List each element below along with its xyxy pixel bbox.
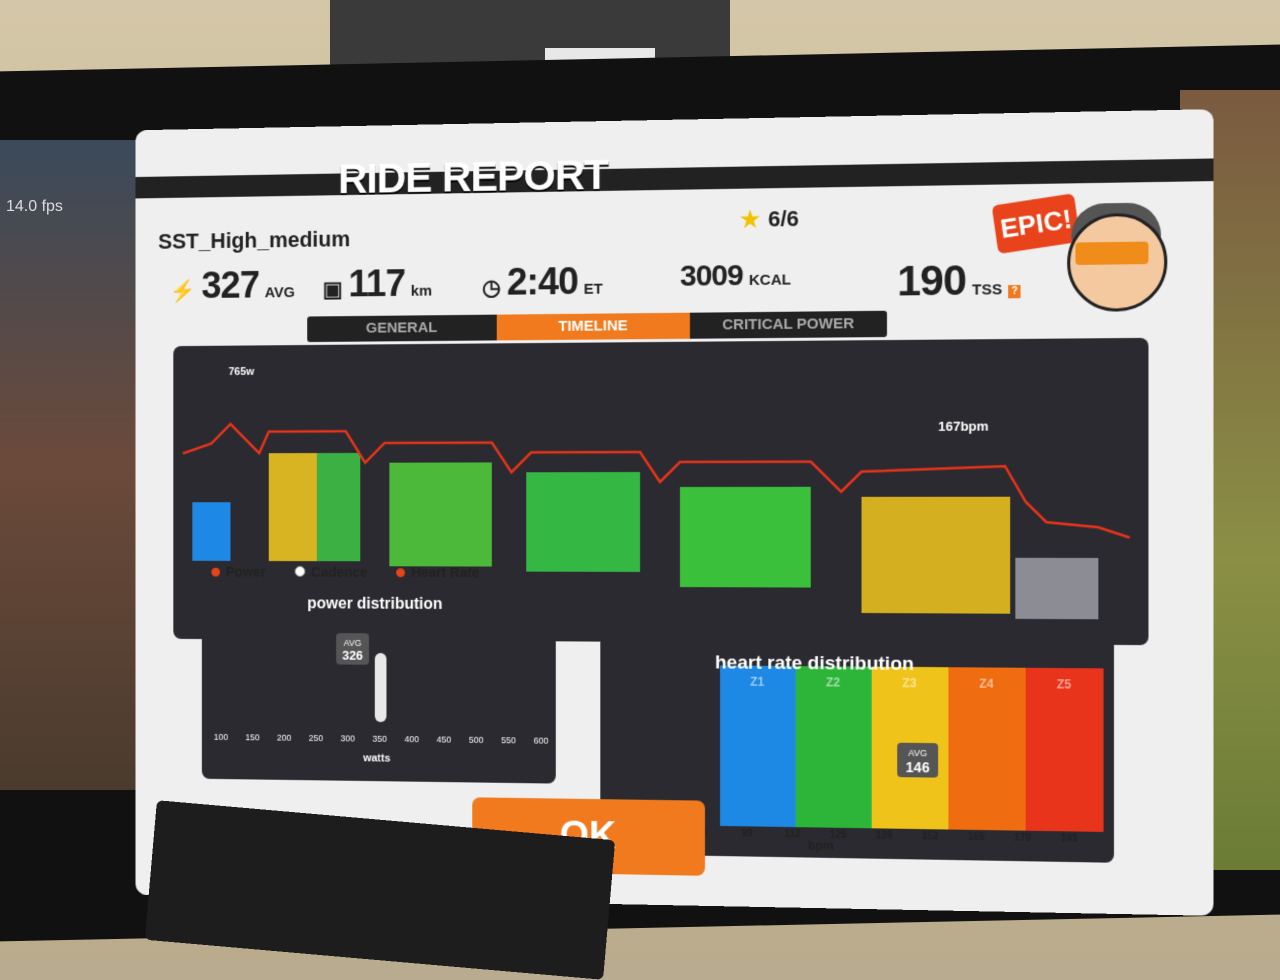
page-title: RIDE REPORT	[135, 147, 820, 206]
hr-zone-z2	[796, 666, 872, 828]
hr-axis-label: bpm	[808, 838, 834, 853]
lightning-icon: ⚡	[170, 279, 196, 305]
stars-count: 6/6	[768, 206, 799, 232]
power-block	[862, 497, 1011, 614]
legend-power[interactable]: Power	[211, 564, 266, 580]
power-block	[526, 472, 640, 572]
star-icon: ★	[740, 206, 760, 231]
peak-power-label: 765w	[229, 366, 255, 378]
power-tick-label: 150	[245, 732, 259, 742]
legend-power-label: Power	[226, 564, 266, 580]
stat-distance: ▣ 117 km	[323, 263, 432, 307]
power-tick-label: 300	[340, 733, 355, 743]
hr-zone-z5	[1026, 668, 1104, 832]
power-tick-label: 400	[404, 734, 419, 744]
hr-tick-label: 99	[742, 828, 754, 839]
peak-hr-label: 167bpm	[938, 418, 988, 434]
hr-zone-z4	[948, 667, 1025, 831]
hr-tick-label: 178	[1014, 832, 1032, 844]
tab-timeline[interactable]: TIMELINE	[497, 313, 690, 341]
stat-energy: 3009 KCAL	[680, 258, 791, 293]
hr-zone-z1	[720, 665, 796, 827]
stat-time-unit: ET	[584, 281, 603, 298]
hr-zone-label: Z4	[979, 676, 994, 691]
hr-zone-label: Z1	[750, 675, 765, 689]
hr-zone-label: Z3	[902, 676, 917, 691]
hr-tick-label: 139	[875, 830, 893, 842]
hr-tick-label: 165	[968, 832, 986, 844]
power-avg-label: AVG	[344, 638, 362, 648]
stat-energy-unit: KCAL	[749, 271, 791, 289]
stat-distance-value: 117	[348, 263, 405, 306]
power-tick-label: 600	[534, 735, 549, 745]
hr-distribution-title: heart rate distribution	[715, 652, 914, 676]
tab-critical-power[interactable]: CRITICAL POWER	[690, 311, 887, 339]
power-block	[192, 502, 230, 561]
power-distribution-title: power distribution	[307, 596, 442, 614]
tss-help-icon[interactable]: ?	[1008, 285, 1021, 298]
power-tick-label: 250	[309, 733, 324, 743]
stat-energy-value: 3009	[680, 259, 743, 294]
timeline-legend: Power Cadence Heart Rate	[211, 564, 479, 581]
power-tick-label: 350	[372, 734, 387, 744]
stat-tss: 190 TSS ?	[897, 255, 1021, 305]
power-legend-dot	[211, 568, 220, 577]
epic-badge: EPIC!	[992, 193, 1081, 254]
power-block	[1015, 558, 1098, 619]
hr-avg-value: 146	[906, 760, 930, 776]
stat-tss-value: 190	[897, 256, 966, 305]
tab-general[interactable]: GENERAL	[307, 315, 497, 342]
power-tick-label: 500	[469, 735, 484, 745]
legend-heart-rate-label: Heart Rate	[411, 564, 479, 580]
power-tick-label: 450	[437, 734, 452, 744]
stat-time-value: 2:40	[507, 261, 578, 305]
power-tick-label: 550	[501, 735, 516, 745]
avatar-glasses	[1075, 242, 1148, 265]
power-peak-bar	[375, 653, 387, 722]
hr-avg-label: AVG	[908, 748, 927, 759]
power-distribution-svg: AVG 326 100 150 200 250 300 350 400 450 500 550 60…	[202, 593, 556, 783]
power-axis-ticks: 100 150 200 250 300 350 400 450 500 550 600	[214, 732, 549, 746]
legend-heart-rate[interactable]: Heart Rate	[397, 564, 480, 580]
stat-power-value: 327	[201, 265, 259, 308]
power-avg-value: 326	[342, 648, 363, 663]
hr-tick-label: 191	[1061, 833, 1079, 845]
legend-cadence-label: Cadence	[311, 564, 367, 580]
stat-time: ◷ 2:40 ET	[482, 261, 603, 305]
legend-cadence[interactable]: Cadence	[295, 564, 368, 580]
hr-tick-label: 112	[784, 829, 801, 841]
report-tabs: GENERAL TIMELINE CRITICAL POWER	[307, 311, 887, 342]
power-block	[680, 487, 811, 588]
power-tick-label: 100	[214, 732, 228, 742]
stat-tss-unit: TSS	[972, 281, 1002, 299]
odometer-icon: ▣	[323, 277, 343, 303]
power-block	[389, 462, 491, 566]
hr-zone-label: Z2	[826, 675, 841, 689]
stat-distance-unit: km	[411, 283, 432, 300]
cadence-legend-dot	[295, 566, 306, 577]
power-block	[317, 453, 360, 561]
workout-name: SST_High_medium	[158, 226, 350, 254]
workout-stars: ★ 6/6	[740, 206, 799, 233]
fps-counter: 14.0 fps	[6, 198, 63, 216]
heart-rate-legend-dot	[397, 568, 406, 577]
ride-report-panel: RIDE REPORT SST_High_medium ★ 6/6 ⚡ 327 A…	[135, 109, 1213, 916]
power-distribution-chart: AVG 326 100 150 200 250 300 350 400 450 500 550 60…	[202, 593, 556, 783]
stat-power: ⚡ 327 AVG	[170, 265, 295, 309]
clock-icon: ◷	[482, 275, 501, 301]
hr-tick-label: 152	[921, 831, 939, 843]
power-axis-label: watts	[362, 752, 390, 764]
hr-zone-label: Z5	[1057, 677, 1072, 692]
power-tick-label: 200	[277, 733, 291, 743]
stat-power-unit: AVG	[265, 284, 295, 301]
